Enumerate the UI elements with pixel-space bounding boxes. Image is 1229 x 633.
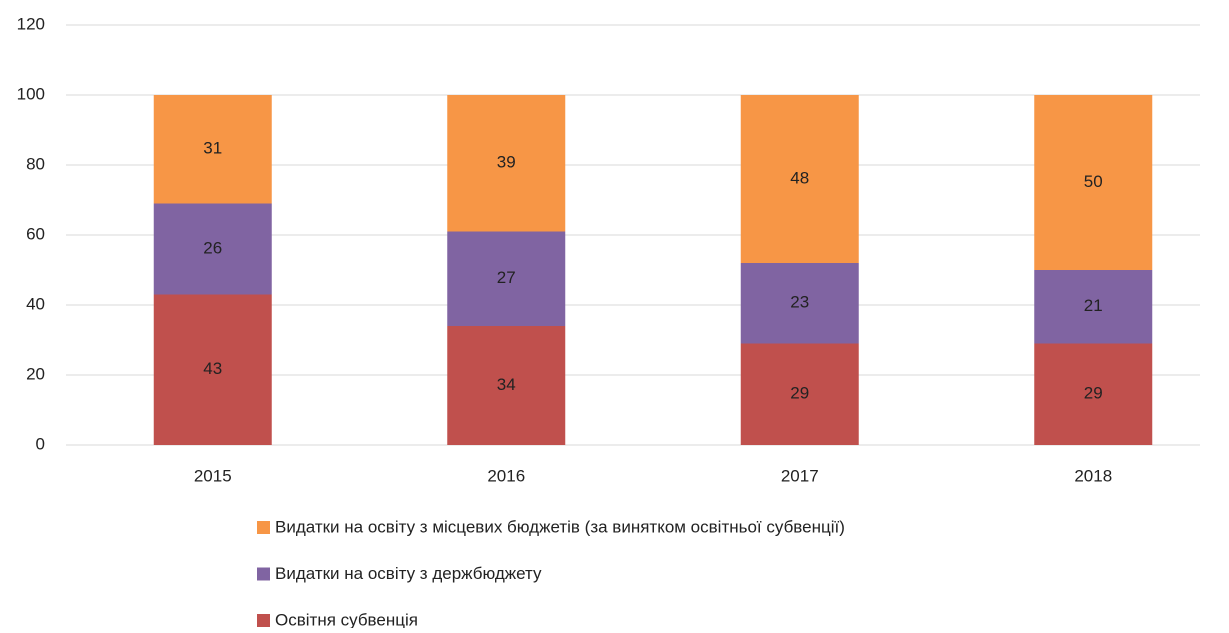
legend-label: Видатки на освіту з держбюджету (275, 564, 542, 583)
data-label: 29 (790, 384, 809, 403)
y-tick-label: 120 (17, 14, 45, 33)
bar-segment (153, 203, 272, 295)
y-tick-label: 60 (26, 224, 45, 243)
bar-segment (1034, 95, 1153, 270)
y-tick-label: 40 (26, 294, 45, 313)
x-tick-label: 2018 (1074, 466, 1112, 485)
x-tick-label: 2015 (194, 466, 232, 485)
bar-segment (153, 95, 272, 204)
legend-swatch (257, 521, 270, 534)
data-label: 21 (1084, 296, 1103, 315)
data-label: 23 (790, 293, 809, 312)
y-tick-label: 20 (26, 364, 45, 383)
x-tick-label: 2016 (487, 466, 525, 485)
data-label: 26 (203, 238, 222, 257)
y-tick-label: 0 (36, 434, 45, 453)
data-label: 39 (497, 153, 516, 172)
data-label: 27 (497, 268, 516, 287)
data-label: 50 (1084, 172, 1103, 191)
bar-segment (447, 231, 566, 326)
bar-segment (153, 294, 272, 445)
bar-segment (447, 326, 566, 445)
bar-segment (740, 263, 859, 344)
legend-swatch (257, 614, 270, 627)
legend-label: Видатки на освіту з місцевих бюджетів (з… (275, 517, 845, 536)
data-label: 31 (203, 139, 222, 158)
y-tick-label: 80 (26, 154, 45, 173)
data-label: 34 (497, 375, 516, 394)
y-tick-label: 100 (17, 84, 45, 103)
data-label: 48 (790, 168, 809, 187)
bar-segment (740, 343, 859, 445)
data-label: 43 (203, 359, 222, 378)
bar-segment (740, 95, 859, 263)
legend-label: Освітня субвенція (275, 610, 418, 628)
bar-segment (1034, 270, 1153, 344)
data-label: 29 (1084, 384, 1103, 403)
bar-segment (447, 95, 566, 232)
bar-segment (1034, 343, 1153, 445)
x-tick-label: 2017 (781, 466, 819, 485)
legend-swatch (257, 567, 270, 581)
